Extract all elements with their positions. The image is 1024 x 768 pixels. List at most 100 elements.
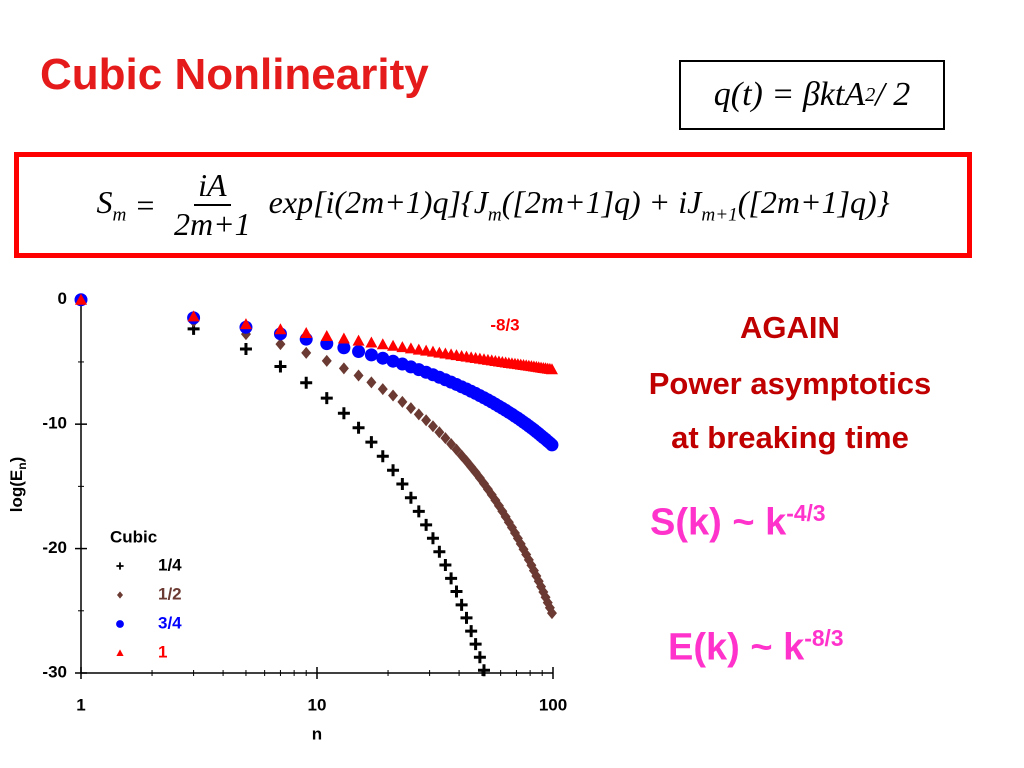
data-point bbox=[364, 348, 378, 362]
law-text: E(k) ~ k bbox=[668, 626, 805, 669]
data-point bbox=[404, 342, 417, 354]
data-point bbox=[300, 326, 313, 338]
data-point bbox=[497, 505, 508, 518]
y-tick-label: -20 bbox=[42, 538, 67, 557]
data-point bbox=[365, 336, 378, 348]
data-point bbox=[274, 360, 287, 373]
data-point bbox=[439, 559, 452, 572]
note: at breaking time bbox=[671, 420, 909, 455]
legend-label: 3/4 bbox=[158, 613, 182, 632]
e-law: E(k) ~ k-8/3 bbox=[668, 625, 844, 670]
data-point bbox=[396, 341, 409, 353]
data-point bbox=[469, 638, 482, 651]
formula-text: / 2 bbox=[875, 76, 911, 113]
data-point bbox=[420, 518, 433, 531]
data-point bbox=[421, 414, 432, 427]
y-label-part: ) bbox=[7, 457, 26, 463]
y-tick-label: -30 bbox=[42, 662, 67, 681]
note: Power asymptotics bbox=[648, 366, 932, 401]
data-point bbox=[338, 362, 349, 375]
data-point bbox=[320, 329, 333, 341]
data-point bbox=[545, 363, 558, 375]
data-point bbox=[187, 310, 200, 322]
slide-title: Cubic Nonlinearity bbox=[40, 50, 429, 99]
q-formula: q(t) = βktA 2 / 2 bbox=[679, 60, 945, 130]
legend-title: Cubic bbox=[110, 527, 157, 546]
legend-label: 1/2 bbox=[158, 584, 182, 603]
data-point bbox=[404, 491, 417, 504]
data-point bbox=[473, 651, 486, 664]
legend-marker bbox=[116, 562, 124, 570]
data-point bbox=[239, 318, 252, 330]
y-tick-label: 0 bbox=[58, 289, 67, 308]
data-point bbox=[434, 426, 445, 439]
data-point bbox=[274, 323, 287, 335]
data-point bbox=[300, 376, 313, 389]
data-point bbox=[460, 611, 473, 624]
data-point bbox=[445, 572, 458, 585]
data-point bbox=[321, 354, 332, 367]
formula-text: = bbox=[134, 186, 156, 223]
formula-text: q(t) = βktA bbox=[713, 76, 866, 113]
data-point bbox=[450, 585, 463, 598]
data-point bbox=[396, 478, 409, 491]
formula-text: exp[i(2m+1)q]{J bbox=[268, 183, 488, 220]
data-point bbox=[465, 625, 478, 638]
y-label-sub: n bbox=[15, 462, 29, 469]
law-text: S(k) ~ k bbox=[650, 501, 787, 544]
data-point bbox=[412, 505, 425, 518]
data-point bbox=[477, 664, 490, 677]
x-axis-label: n bbox=[312, 724, 322, 743]
x-tick-label: 1 bbox=[76, 695, 85, 714]
data-point bbox=[337, 407, 350, 420]
legend-label: 1 bbox=[158, 642, 167, 661]
formula-text: ([2m+1]q)} bbox=[737, 183, 890, 220]
y-axis-label: log(En) bbox=[7, 457, 29, 513]
formula-sub: m bbox=[487, 204, 502, 226]
data-point bbox=[320, 392, 333, 405]
data-point bbox=[366, 376, 377, 389]
data-point bbox=[446, 437, 457, 450]
data-point bbox=[388, 389, 399, 402]
formula-text: S bbox=[96, 183, 113, 220]
data-point bbox=[337, 332, 350, 344]
data-point bbox=[275, 338, 286, 351]
formula-sup: 2 bbox=[865, 83, 876, 106]
data-point bbox=[352, 421, 365, 434]
law-sup: -8/3 bbox=[804, 625, 844, 651]
data-point bbox=[377, 383, 388, 396]
data-point bbox=[353, 369, 364, 382]
data-point bbox=[239, 343, 252, 356]
data-point bbox=[387, 464, 400, 477]
law-sup: -4/3 bbox=[786, 500, 826, 526]
y-tick-label: -10 bbox=[42, 414, 67, 433]
formula-den: 2m+1 bbox=[173, 206, 251, 242]
data-point bbox=[397, 395, 408, 408]
data-point bbox=[506, 521, 517, 534]
data-point bbox=[387, 339, 400, 351]
data-point bbox=[440, 432, 451, 445]
formula-num: iA bbox=[194, 167, 231, 206]
x-tick-label: 10 bbox=[308, 695, 327, 714]
legend-label: 1/4 bbox=[158, 555, 182, 574]
data-point bbox=[376, 351, 390, 365]
data-point bbox=[75, 293, 87, 305]
y-label-part: log(E bbox=[7, 470, 26, 513]
data-point bbox=[427, 420, 438, 433]
formula-sub: m bbox=[112, 204, 127, 226]
data-point bbox=[365, 436, 378, 449]
data-point bbox=[376, 450, 389, 463]
s-law: S(k) ~ k-4/3 bbox=[650, 500, 826, 545]
formula-sub: m+1 bbox=[701, 204, 738, 226]
annotation: -8/3 bbox=[490, 315, 519, 334]
x-tick-label: 100 bbox=[539, 695, 567, 714]
s-formula: Sm = iA 2m+1 exp[i(2m+1)q]{Jm([2m+1]q) + … bbox=[14, 152, 972, 258]
data-point bbox=[413, 408, 424, 421]
data-point bbox=[352, 344, 366, 358]
data-point bbox=[412, 343, 425, 355]
data-point bbox=[337, 341, 351, 355]
data-point bbox=[376, 338, 389, 350]
legend-marker bbox=[117, 591, 123, 599]
